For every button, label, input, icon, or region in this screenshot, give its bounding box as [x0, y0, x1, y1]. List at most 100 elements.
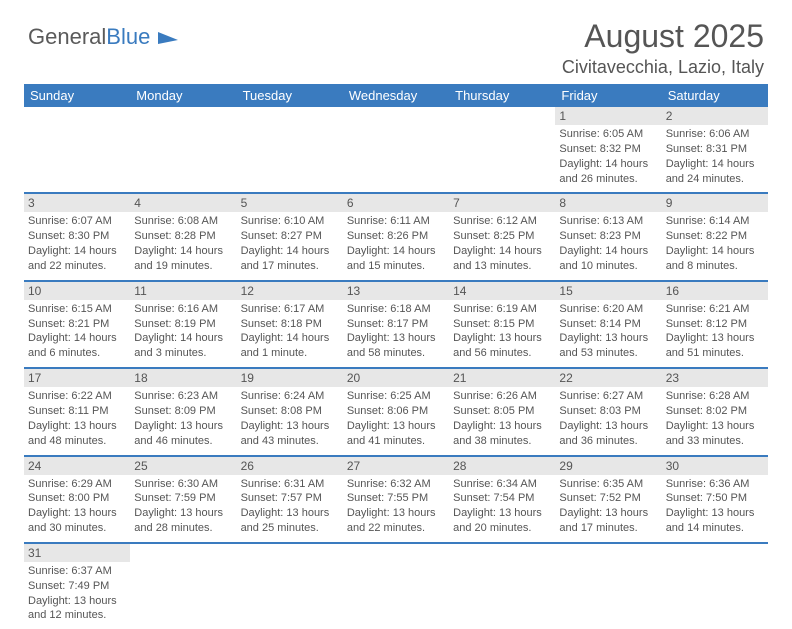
- day-number: 20: [343, 369, 449, 387]
- calendar-cell: ..: [130, 107, 236, 193]
- calendar-cell: 17Sunrise: 6:22 AMSunset: 8:11 PMDayligh…: [24, 368, 130, 455]
- day-info: Sunrise: 6:37 AMSunset: 7:49 PMDaylight:…: [24, 562, 130, 629]
- day-info: Sunrise: 6:05 AMSunset: 8:32 PMDaylight:…: [555, 125, 661, 192]
- calendar-cell: 23Sunrise: 6:28 AMSunset: 8:02 PMDayligh…: [662, 368, 768, 455]
- day-info: Sunrise: 6:34 AMSunset: 7:54 PMDaylight:…: [449, 475, 555, 542]
- day-number: 11: [130, 282, 236, 300]
- day-number: 30: [662, 457, 768, 475]
- day-number: 18: [130, 369, 236, 387]
- day-info: Sunrise: 6:18 AMSunset: 8:17 PMDaylight:…: [343, 300, 449, 367]
- calendar-cell: ..: [449, 543, 555, 629]
- calendar-cell: 4Sunrise: 6:08 AMSunset: 8:28 PMDaylight…: [130, 193, 236, 280]
- day-info: Sunrise: 6:35 AMSunset: 7:52 PMDaylight:…: [555, 475, 661, 542]
- weekday-header: Sunday: [24, 84, 130, 107]
- day-number: 7: [449, 194, 555, 212]
- calendar-cell: 27Sunrise: 6:32 AMSunset: 7:55 PMDayligh…: [343, 456, 449, 543]
- calendar-cell: 11Sunrise: 6:16 AMSunset: 8:19 PMDayligh…: [130, 281, 236, 368]
- day-number: 6: [343, 194, 449, 212]
- day-info: Sunrise: 6:17 AMSunset: 8:18 PMDaylight:…: [237, 300, 343, 367]
- day-number: 3: [24, 194, 130, 212]
- day-info: Sunrise: 6:19 AMSunset: 8:15 PMDaylight:…: [449, 300, 555, 367]
- calendar-cell: 1Sunrise: 6:05 AMSunset: 8:32 PMDaylight…: [555, 107, 661, 193]
- calendar-cell: 24Sunrise: 6:29 AMSunset: 8:00 PMDayligh…: [24, 456, 130, 543]
- calendar-cell: 12Sunrise: 6:17 AMSunset: 8:18 PMDayligh…: [237, 281, 343, 368]
- day-info: Sunrise: 6:06 AMSunset: 8:31 PMDaylight:…: [662, 125, 768, 192]
- calendar-cell: ..: [237, 107, 343, 193]
- calendar-cell: ..: [130, 543, 236, 629]
- calendar-cell: 31Sunrise: 6:37 AMSunset: 7:49 PMDayligh…: [24, 543, 130, 629]
- day-number: 23: [662, 369, 768, 387]
- day-info: Sunrise: 6:32 AMSunset: 7:55 PMDaylight:…: [343, 475, 449, 542]
- calendar-cell: ..: [24, 107, 130, 193]
- day-number: 16: [662, 282, 768, 300]
- day-info: Sunrise: 6:30 AMSunset: 7:59 PMDaylight:…: [130, 475, 236, 542]
- day-number: 28: [449, 457, 555, 475]
- day-number: 29: [555, 457, 661, 475]
- calendar-cell: 20Sunrise: 6:25 AMSunset: 8:06 PMDayligh…: [343, 368, 449, 455]
- calendar-cell: 18Sunrise: 6:23 AMSunset: 8:09 PMDayligh…: [130, 368, 236, 455]
- calendar-cell: ..: [662, 543, 768, 629]
- calendar-cell: 13Sunrise: 6:18 AMSunset: 8:17 PMDayligh…: [343, 281, 449, 368]
- day-number: 5: [237, 194, 343, 212]
- day-info: Sunrise: 6:31 AMSunset: 7:57 PMDaylight:…: [237, 475, 343, 542]
- weekday-header: Saturday: [662, 84, 768, 107]
- calendar-cell: 14Sunrise: 6:19 AMSunset: 8:15 PMDayligh…: [449, 281, 555, 368]
- calendar-cell: 29Sunrise: 6:35 AMSunset: 7:52 PMDayligh…: [555, 456, 661, 543]
- day-number: 24: [24, 457, 130, 475]
- day-number: 22: [555, 369, 661, 387]
- weekday-header: Tuesday: [237, 84, 343, 107]
- calendar-cell: 25Sunrise: 6:30 AMSunset: 7:59 PMDayligh…: [130, 456, 236, 543]
- calendar-table: SundayMondayTuesdayWednesdayThursdayFrid…: [24, 84, 768, 629]
- weekday-header: Wednesday: [343, 84, 449, 107]
- day-number: 26: [237, 457, 343, 475]
- calendar-cell: 9Sunrise: 6:14 AMSunset: 8:22 PMDaylight…: [662, 193, 768, 280]
- day-info: Sunrise: 6:15 AMSunset: 8:21 PMDaylight:…: [24, 300, 130, 367]
- day-info: Sunrise: 6:10 AMSunset: 8:27 PMDaylight:…: [237, 212, 343, 279]
- day-number: 4: [130, 194, 236, 212]
- day-number: 21: [449, 369, 555, 387]
- day-info: Sunrise: 6:16 AMSunset: 8:19 PMDaylight:…: [130, 300, 236, 367]
- calendar-cell: 30Sunrise: 6:36 AMSunset: 7:50 PMDayligh…: [662, 456, 768, 543]
- calendar-cell: 28Sunrise: 6:34 AMSunset: 7:54 PMDayligh…: [449, 456, 555, 543]
- day-info: Sunrise: 6:21 AMSunset: 8:12 PMDaylight:…: [662, 300, 768, 367]
- flag-icon: [158, 30, 180, 46]
- day-number: 25: [130, 457, 236, 475]
- calendar-cell: 22Sunrise: 6:27 AMSunset: 8:03 PMDayligh…: [555, 368, 661, 455]
- calendar-cell: ..: [449, 107, 555, 193]
- calendar-cell: 3Sunrise: 6:07 AMSunset: 8:30 PMDaylight…: [24, 193, 130, 280]
- day-info: Sunrise: 6:26 AMSunset: 8:05 PMDaylight:…: [449, 387, 555, 454]
- page-subtitle: Civitavecchia, Lazio, Italy: [24, 57, 764, 78]
- day-info: Sunrise: 6:07 AMSunset: 8:30 PMDaylight:…: [24, 212, 130, 279]
- day-info: Sunrise: 6:28 AMSunset: 8:02 PMDaylight:…: [662, 387, 768, 454]
- calendar-cell: 16Sunrise: 6:21 AMSunset: 8:12 PMDayligh…: [662, 281, 768, 368]
- calendar-cell: 10Sunrise: 6:15 AMSunset: 8:21 PMDayligh…: [24, 281, 130, 368]
- day-info: Sunrise: 6:11 AMSunset: 8:26 PMDaylight:…: [343, 212, 449, 279]
- day-number: 9: [662, 194, 768, 212]
- calendar-cell: 2Sunrise: 6:06 AMSunset: 8:31 PMDaylight…: [662, 107, 768, 193]
- weekday-header: Thursday: [449, 84, 555, 107]
- day-number: 1: [555, 107, 661, 125]
- day-info: Sunrise: 6:22 AMSunset: 8:11 PMDaylight:…: [24, 387, 130, 454]
- day-number: 2: [662, 107, 768, 125]
- calendar-cell: 21Sunrise: 6:26 AMSunset: 8:05 PMDayligh…: [449, 368, 555, 455]
- day-number: 8: [555, 194, 661, 212]
- calendar-cell: 7Sunrise: 6:12 AMSunset: 8:25 PMDaylight…: [449, 193, 555, 280]
- day-number: 19: [237, 369, 343, 387]
- day-info: Sunrise: 6:14 AMSunset: 8:22 PMDaylight:…: [662, 212, 768, 279]
- calendar-cell: 8Sunrise: 6:13 AMSunset: 8:23 PMDaylight…: [555, 193, 661, 280]
- day-number: 13: [343, 282, 449, 300]
- weekday-header: Monday: [130, 84, 236, 107]
- day-info: Sunrise: 6:29 AMSunset: 8:00 PMDaylight:…: [24, 475, 130, 542]
- day-info: Sunrise: 6:25 AMSunset: 8:06 PMDaylight:…: [343, 387, 449, 454]
- day-number: 14: [449, 282, 555, 300]
- calendar-cell: ..: [555, 543, 661, 629]
- day-info: Sunrise: 6:08 AMSunset: 8:28 PMDaylight:…: [130, 212, 236, 279]
- calendar-cell: 6Sunrise: 6:11 AMSunset: 8:26 PMDaylight…: [343, 193, 449, 280]
- day-number: 27: [343, 457, 449, 475]
- day-number: 17: [24, 369, 130, 387]
- day-info: Sunrise: 6:27 AMSunset: 8:03 PMDaylight:…: [555, 387, 661, 454]
- brand-part2: Blue: [106, 24, 150, 49]
- day-info: Sunrise: 6:13 AMSunset: 8:23 PMDaylight:…: [555, 212, 661, 279]
- calendar-cell: 19Sunrise: 6:24 AMSunset: 8:08 PMDayligh…: [237, 368, 343, 455]
- day-info: Sunrise: 6:12 AMSunset: 8:25 PMDaylight:…: [449, 212, 555, 279]
